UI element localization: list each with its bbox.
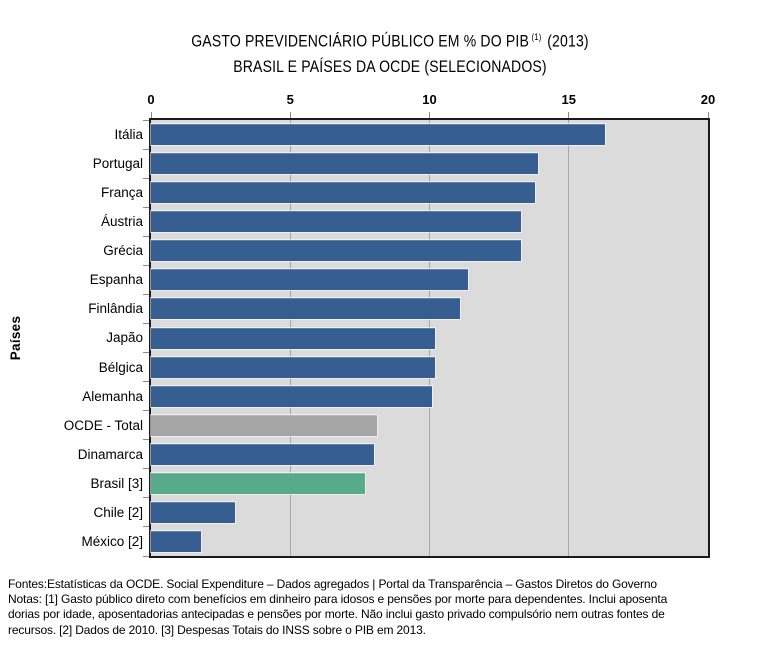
chart-plot-area <box>149 118 710 558</box>
category-label: Itália <box>114 127 143 143</box>
category-label: Brasil [3] <box>90 475 143 491</box>
y-tick-mark <box>143 497 149 499</box>
y-tick-mark <box>143 206 149 208</box>
footnote-line: dorias por idade, aposentadorias antecip… <box>8 607 665 622</box>
category-label: Grécia <box>103 243 143 259</box>
footnote-line: Fontes:Estatísticas da OCDE. Social Expe… <box>8 577 657 591</box>
bar-alemanha <box>151 385 433 407</box>
chart-title-line2: BRASIL E PAÍSES DA OCDE (SELECIONADOS) <box>233 57 547 76</box>
y-tick-mark <box>143 410 149 412</box>
y-tick-mark <box>143 322 149 324</box>
bar-m-xico-2 <box>151 530 202 552</box>
y-tick-mark <box>143 119 149 121</box>
footnote-line: Notas: [1] Gasto público direto com bene… <box>8 592 668 607</box>
bar-ustria <box>151 211 522 233</box>
y-tick-mark <box>143 293 149 295</box>
bar-ocde-total <box>151 414 377 436</box>
category-axis-labels: Itália Portugal França Áustria Grécia Espanha… <box>0 120 143 556</box>
grid-line-15 <box>568 120 570 556</box>
footnote-ref-1: (1) <box>531 32 542 42</box>
bar-jap-o <box>151 327 436 349</box>
x-tick-label-5: 5 <box>286 92 294 107</box>
y-tick-mark <box>143 148 149 150</box>
y-tick-mark <box>143 235 149 237</box>
bar-it-lia <box>151 124 605 146</box>
x-tick-mark <box>289 112 291 118</box>
bar-fran-a <box>151 182 536 204</box>
x-tick-label-20: 20 <box>700 92 716 107</box>
category-label: Espanha <box>89 272 143 288</box>
category-label: México [2] <box>81 533 143 549</box>
bar-chile-2 <box>151 501 235 523</box>
y-tick-mark <box>143 381 149 383</box>
footnote-line: recursos. [2] Dados de 2010. [3] Despesa… <box>8 622 426 637</box>
category-label: Dinamarca <box>77 446 143 462</box>
x-tick-label-15: 15 <box>561 92 576 107</box>
y-tick-mark <box>143 352 149 354</box>
bar-espanha <box>151 269 469 291</box>
category-label: Alemanha <box>82 388 143 404</box>
x-tick-label-10: 10 <box>422 92 437 107</box>
x-tick-mark <box>568 112 570 118</box>
bar-brasil-3 <box>151 472 366 494</box>
bar-finl-ndia <box>151 298 461 320</box>
chart-title: GASTO PREVIDENCIÁRIO PÚBLICO EM % DO PIB… <box>0 25 780 80</box>
y-tick-mark <box>143 177 149 179</box>
category-label: OCDE - Total <box>63 417 143 433</box>
category-label: Japão <box>106 330 143 346</box>
bar-gr-cia <box>151 240 522 262</box>
category-label: Portugal <box>92 156 143 172</box>
category-label: França <box>100 185 143 201</box>
category-label: Áustria <box>100 214 143 230</box>
bar-portugal <box>151 153 539 175</box>
y-tick-mark <box>143 555 149 557</box>
footnotes: Fontes:Estatísticas da OCDE. Social Expe… <box>8 577 776 638</box>
y-tick-mark <box>143 264 149 266</box>
bar-b-lgica <box>151 356 436 378</box>
category-label: Finlândia <box>88 301 143 317</box>
y-tick-mark <box>143 526 149 528</box>
chart-title-line1-text: GASTO PREVIDENCIÁRIO PÚBLICO EM % DO PIB <box>191 32 530 51</box>
y-tick-mark <box>143 439 149 441</box>
x-tick-mark <box>707 112 709 118</box>
x-tick-label-0: 0 <box>147 92 155 107</box>
chart-title-line1-year: (2013) <box>547 32 589 51</box>
x-tick-mark <box>150 112 152 118</box>
x-tick-mark <box>429 112 430 118</box>
bar-dinamarca <box>151 443 374 465</box>
category-label: Bélgica <box>98 359 143 375</box>
chart-title-line1: GASTO PREVIDENCIÁRIO PÚBLICO EM % DO PIB… <box>59 25 722 55</box>
y-tick-mark <box>143 468 149 470</box>
x-axis-tick-labels: 0 5 10 15 20 <box>0 92 780 108</box>
category-label: Chile [2] <box>93 504 143 520</box>
